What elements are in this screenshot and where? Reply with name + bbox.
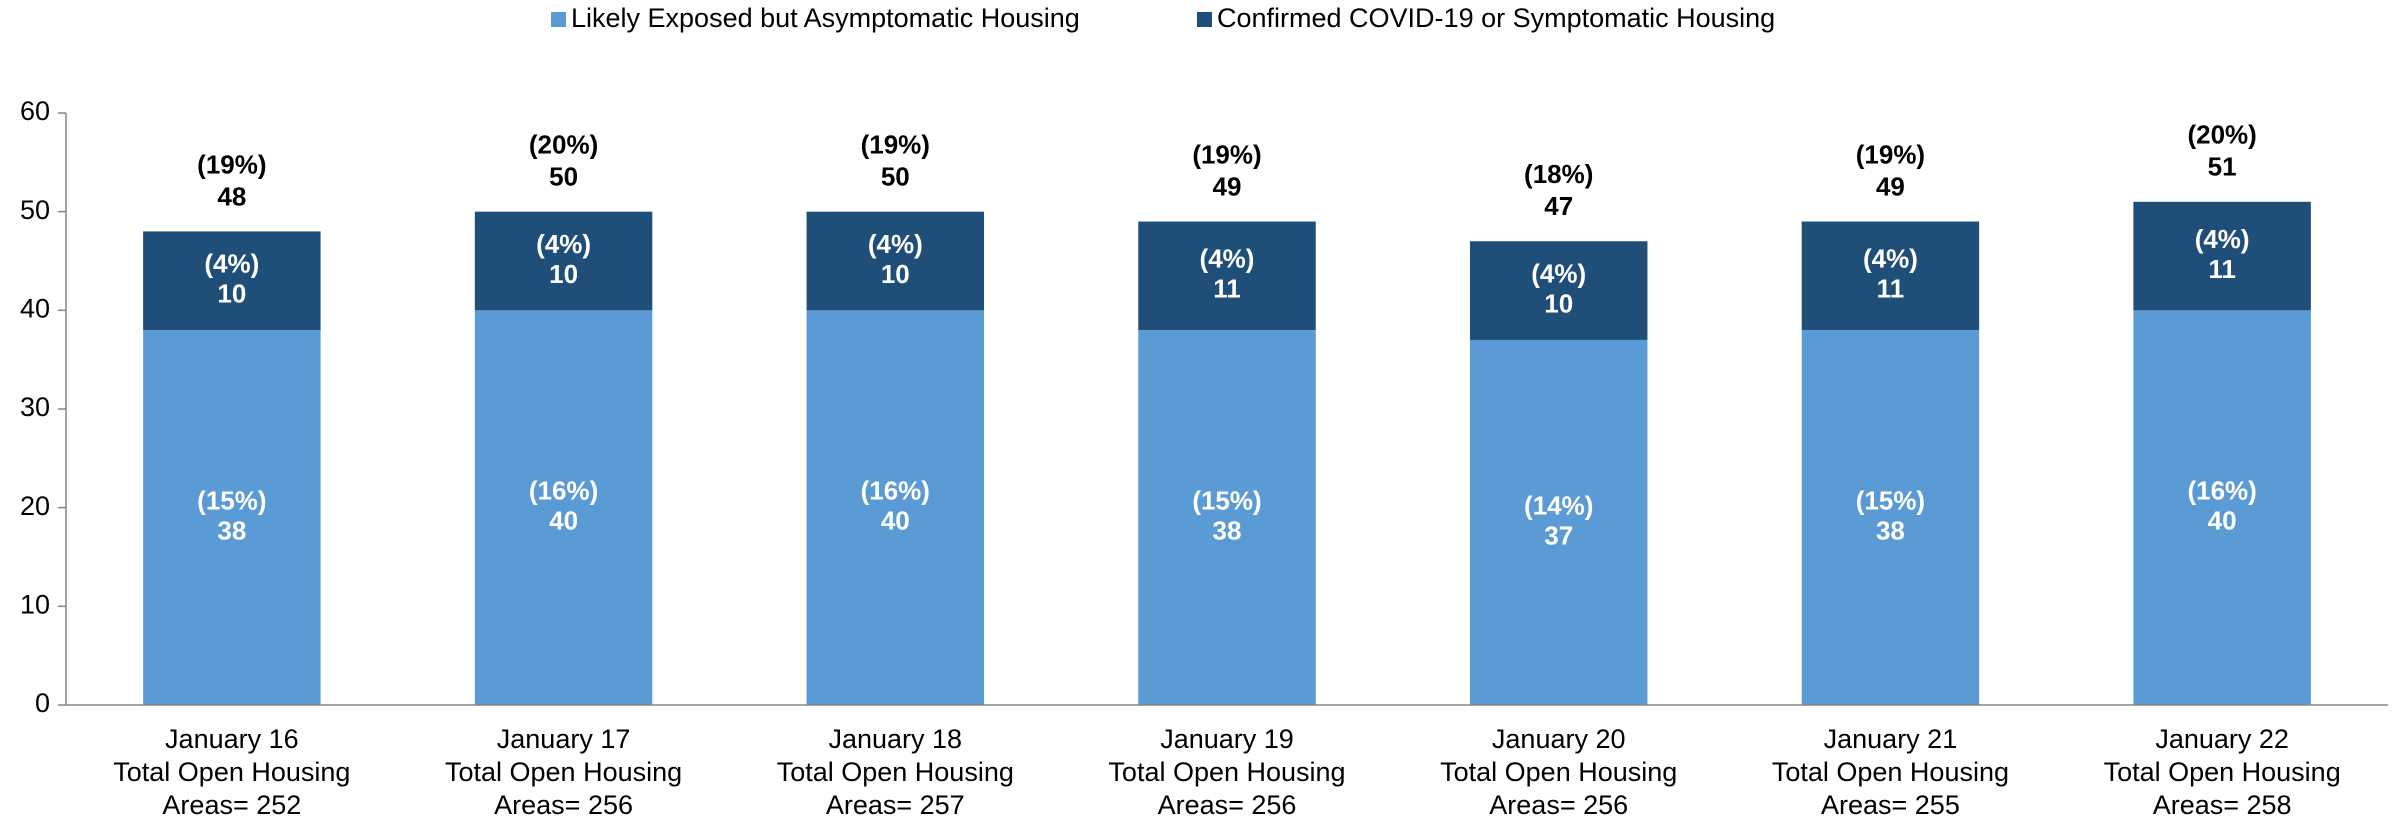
segment-value-label: 10 [549,259,578,289]
bar-segment [143,231,321,331]
x-tick-label: Areas= 258 [2153,790,2292,820]
segment-percent-label: (16%) [529,476,598,506]
segment-percent-label: (4%) [868,229,923,259]
total-percent-label: (20%) [529,130,598,160]
segment-percent-label: (15%) [197,485,266,515]
bar-segment [1469,339,1648,705]
bar-segment [474,310,653,705]
total-percent-label: (19%) [197,149,266,179]
segment-value-label: 10 [881,259,910,289]
x-tick-label: Areas= 252 [162,790,301,820]
legend-swatch [551,12,566,27]
segment-percent-label: (4%) [1200,244,1255,274]
legend-swatch [1197,12,1212,27]
x-tick-label: Total Open Housing [2104,757,2341,787]
y-tick-label: 40 [20,293,50,323]
segment-percent-label: (4%) [2195,224,2250,254]
bar-segment [1138,221,1316,331]
x-tick-label: Total Open Housing [1108,757,1345,787]
x-tick-label: Areas= 256 [1158,790,1297,820]
x-tick-label: Total Open Housing [445,757,682,787]
segment-value-label: 11 [1877,274,1905,304]
y-tick-label: 10 [20,589,50,619]
segment-percent-label: (16%) [861,476,930,506]
x-tick-label: Areas= 256 [494,790,633,820]
segment-percent-label: (4%) [1531,258,1586,288]
total-percent-label: (20%) [2187,120,2256,150]
bar-segment [806,310,985,705]
x-tick-label: Areas= 257 [826,790,965,820]
segment-value-label: 11 [2208,254,2236,284]
y-tick-label: 0 [35,688,50,718]
bar-segment [1469,241,1648,340]
bar-segment [2133,201,2311,311]
y-tick-label: 30 [20,392,50,422]
segment-percent-label: (14%) [1524,490,1593,520]
x-tick-label: January 18 [828,724,962,754]
y-tick-label: 20 [20,491,50,521]
y-tick-label: 60 [20,96,50,126]
total-value-label: 49 [1213,171,1242,201]
segment-value-label: 10 [1544,288,1573,318]
segment-value-label: 38 [217,515,246,545]
segment-percent-label: (4%) [204,249,259,279]
segment-value-label: 40 [549,506,578,536]
segment-value-label: 38 [1876,515,1905,545]
bar-segment [806,211,985,311]
x-tick-label: January 22 [2155,724,2289,754]
bar-segment [1801,330,1980,705]
segment-percent-label: (4%) [1863,244,1918,274]
segment-percent-label: (15%) [1856,485,1925,515]
total-value-label: 49 [1876,171,1905,201]
x-tick-label: Areas= 255 [1821,790,1960,820]
segment-value-label: 37 [1544,520,1573,550]
bar-segment [1801,221,1980,331]
x-tick-label: Total Open Housing [1440,757,1677,787]
x-tick-label: January 19 [1160,724,1294,754]
x-tick-label: January 16 [165,724,299,754]
x-tick-label: January 21 [1824,724,1958,754]
segment-value-label: 10 [217,279,246,309]
total-value-label: 51 [2208,152,2237,182]
segment-value-label: 38 [1213,515,1242,545]
y-tick-label: 50 [20,195,50,225]
x-tick-label: Total Open Housing [1772,757,2009,787]
total-value-label: 48 [217,181,246,211]
segment-percent-label: (16%) [2187,476,2256,506]
total-value-label: 50 [549,162,578,192]
x-tick-label: January 17 [497,724,631,754]
legend-label: Likely Exposed but Asymptomatic Housing [571,3,1080,33]
segment-value-label: 40 [881,506,910,536]
segment-percent-label: (15%) [1192,485,1261,515]
total-value-label: 50 [881,162,910,192]
total-percent-label: (19%) [1192,139,1261,169]
segment-value-label: 11 [1213,274,1241,304]
total-percent-label: (19%) [1856,139,1925,169]
bar-segment [1138,330,1316,705]
bar-segment [2133,310,2311,705]
legend-label: Confirmed COVID-19 or Symptomatic Housin… [1217,3,1775,33]
x-tick-label: Total Open Housing [113,757,350,787]
x-tick-label: January 20 [1492,724,1626,754]
total-value-label: 47 [1544,191,1573,221]
total-percent-label: (18%) [1524,159,1593,189]
segment-percent-label: (4%) [536,229,591,259]
segment-value-label: 40 [2208,506,2237,536]
x-tick-label: Areas= 256 [1489,790,1628,820]
total-percent-label: (19%) [861,130,930,160]
x-tick-label: Total Open Housing [777,757,1014,787]
bar-segment [143,330,321,705]
bar-segment [474,211,653,311]
